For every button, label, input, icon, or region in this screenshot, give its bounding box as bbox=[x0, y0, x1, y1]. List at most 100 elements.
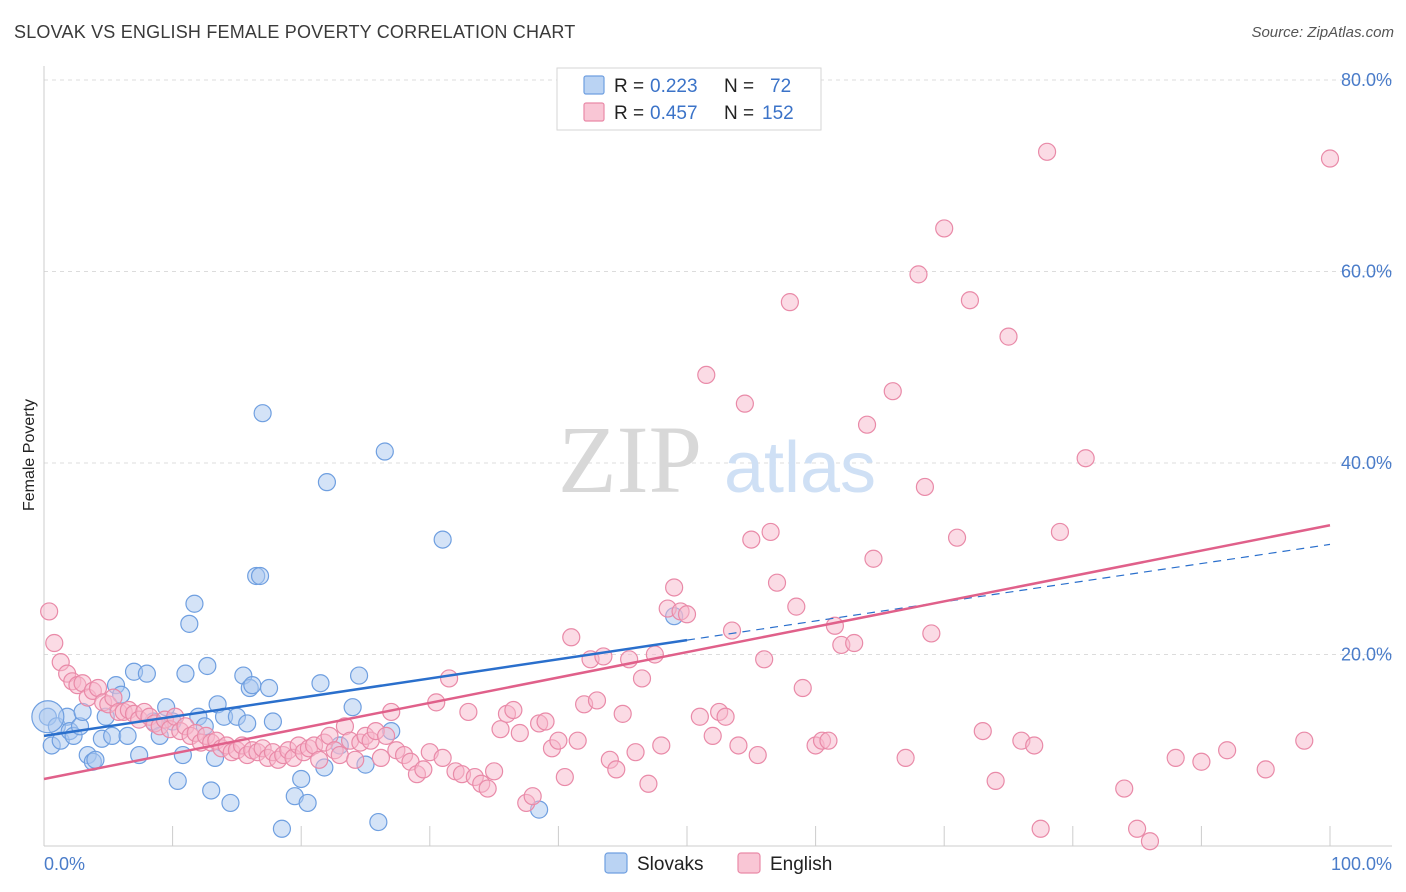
point-english-86 bbox=[510, 723, 529, 743]
point-english-95 bbox=[568, 731, 587, 750]
point-slovaks-44 bbox=[250, 566, 270, 586]
point-english-115 bbox=[703, 726, 722, 745]
point-english-131 bbox=[819, 731, 838, 750]
point-english-121 bbox=[742, 530, 761, 549]
point-english-105 bbox=[632, 669, 652, 688]
point-slovaks-11 bbox=[86, 750, 105, 769]
point-english-141 bbox=[922, 624, 941, 643]
point-english-135 bbox=[857, 415, 877, 434]
point-english-101 bbox=[607, 760, 626, 779]
axes bbox=[43, 66, 1392, 847]
point-slovaks-large bbox=[31, 700, 65, 734]
point-english-128 bbox=[793, 678, 812, 698]
point-english-125 bbox=[767, 573, 787, 592]
point-english-104 bbox=[626, 743, 645, 762]
point-english-161 bbox=[1295, 731, 1314, 750]
y-tick-label-0: 20.0% bbox=[1341, 645, 1392, 665]
point-slovaks-57 bbox=[349, 666, 369, 685]
point-english-108 bbox=[652, 736, 671, 755]
point-english-137 bbox=[883, 382, 902, 401]
point-english-112 bbox=[677, 605, 697, 624]
point-english-151 bbox=[1037, 142, 1057, 161]
point-english-106 bbox=[639, 774, 658, 793]
point-english-155 bbox=[1127, 819, 1147, 838]
y-tick-label-3: 80.0% bbox=[1341, 70, 1392, 90]
x-tick-label-1: 100.0% bbox=[1331, 854, 1392, 874]
point-slovaks-20 bbox=[137, 664, 156, 683]
legend-n-value-slovaks: 72 bbox=[770, 76, 791, 97]
y-tick-label-1: 40.0% bbox=[1341, 453, 1392, 473]
point-english-75 bbox=[439, 669, 459, 688]
point-english-93 bbox=[555, 767, 574, 787]
y-tick-labels: 20.0% 40.0% 60.0% 80.0% bbox=[1341, 70, 1392, 665]
point-slovaks-59 bbox=[369, 812, 388, 832]
trend-lines bbox=[43, 524, 1331, 781]
point-slovaks-54 bbox=[317, 473, 337, 492]
bottom-legend-swatch-slovaks bbox=[604, 852, 628, 874]
point-english-56 bbox=[330, 745, 349, 765]
point-english-142 bbox=[935, 219, 954, 238]
point-english-118 bbox=[722, 621, 742, 640]
point-english-71 bbox=[414, 760, 433, 779]
point-english-114 bbox=[697, 365, 716, 385]
point-english-82 bbox=[485, 762, 504, 781]
trend-line-slovaks-extension bbox=[686, 543, 1331, 641]
point-english-146 bbox=[986, 771, 1005, 790]
point-slovaks-40 bbox=[238, 714, 257, 733]
point-english-0 bbox=[40, 602, 59, 621]
bottom-legend: Slovaks English bbox=[604, 852, 832, 875]
y-tick-label-2: 60.0% bbox=[1341, 262, 1392, 282]
legend-r-label-english: R = bbox=[614, 103, 644, 124]
point-english-126 bbox=[780, 293, 799, 312]
point-english-138 bbox=[896, 748, 915, 768]
point-slovaks-28 bbox=[180, 614, 199, 633]
point-english-159 bbox=[1218, 741, 1237, 760]
watermark-atlas: atlas bbox=[724, 428, 876, 508]
point-slovaks-33 bbox=[202, 781, 221, 800]
point-english-140 bbox=[915, 477, 935, 497]
point-slovaks-26 bbox=[173, 745, 192, 765]
point-english-102 bbox=[613, 704, 632, 723]
point-slovaks-62 bbox=[433, 530, 452, 549]
point-english-88 bbox=[523, 787, 542, 806]
point-english-153 bbox=[1076, 449, 1095, 468]
point-english-92 bbox=[549, 731, 568, 750]
point-english-94 bbox=[562, 628, 581, 647]
point-english-110 bbox=[665, 578, 684, 597]
point-slovaks-29 bbox=[185, 594, 204, 613]
chart-title: SLOVAK VS ENGLISH FEMALE POVERTY CORRELA… bbox=[14, 22, 576, 42]
point-english-85 bbox=[504, 700, 523, 720]
point-english-156 bbox=[1140, 832, 1160, 851]
point-english-157 bbox=[1166, 748, 1185, 768]
point-english-122 bbox=[748, 745, 767, 765]
point-english-1 bbox=[45, 633, 64, 653]
point-english-59 bbox=[346, 750, 365, 769]
point-english-83 bbox=[491, 720, 510, 739]
point-english-147 bbox=[999, 327, 1018, 346]
legend-r-label-slovaks: R = bbox=[614, 76, 644, 97]
series-english bbox=[40, 142, 1340, 851]
legend-n-label-english: N = bbox=[724, 103, 754, 124]
point-slovaks-32 bbox=[198, 656, 217, 676]
point-english-123 bbox=[755, 650, 774, 669]
legend-n-value-english: 152 bbox=[762, 103, 794, 124]
point-english-158 bbox=[1192, 752, 1211, 771]
point-english-124 bbox=[761, 522, 780, 542]
point-slovaks-51 bbox=[298, 793, 317, 813]
point-english-65 bbox=[376, 726, 396, 745]
bottom-legend-english: English bbox=[770, 854, 832, 875]
bottom-legend-slovaks: Slovaks bbox=[637, 854, 704, 875]
point-english-149 bbox=[1025, 736, 1044, 755]
point-english-154 bbox=[1115, 779, 1134, 798]
watermark-zip: ZIP bbox=[558, 406, 702, 513]
point-english-52 bbox=[310, 750, 329, 769]
point-english-132 bbox=[825, 616, 844, 635]
point-slovaks-17 bbox=[118, 726, 137, 745]
point-slovaks-42 bbox=[243, 676, 262, 695]
point-english-150 bbox=[1031, 819, 1050, 838]
trend-line-slovaks bbox=[43, 638, 688, 738]
legend-n-label-slovaks: N = bbox=[724, 76, 754, 97]
point-english-117 bbox=[716, 707, 735, 726]
point-english-160 bbox=[1256, 760, 1275, 779]
point-english-113 bbox=[690, 707, 709, 726]
